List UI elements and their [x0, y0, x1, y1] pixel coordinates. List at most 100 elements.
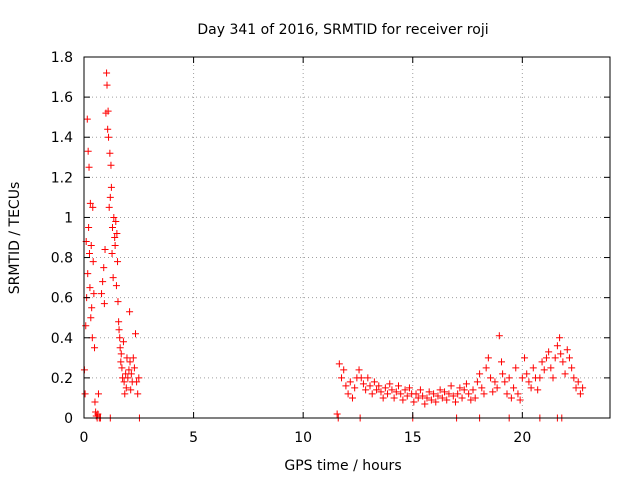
data-point: [412, 390, 420, 398]
data-point: [467, 396, 475, 404]
data-point: [90, 290, 98, 298]
data-point: [112, 282, 120, 290]
data-point: [482, 364, 490, 372]
data-point: [122, 384, 130, 392]
data-point: [495, 332, 503, 340]
data-point: [556, 334, 564, 342]
data-point: [114, 258, 122, 266]
data-point: [471, 394, 479, 402]
data-point: [451, 398, 459, 406]
data-point: [86, 284, 94, 292]
data-point: [104, 107, 112, 115]
data-point: [373, 386, 381, 394]
plot-frame: [83, 56, 611, 419]
data-point: [576, 390, 584, 398]
data-point: [568, 364, 576, 372]
data-point: [103, 69, 111, 77]
data-point: [115, 318, 123, 326]
data-point: [89, 258, 97, 266]
data-point: [436, 386, 444, 394]
data-point: [85, 223, 93, 231]
data-point: [89, 203, 97, 211]
data-point: [512, 364, 520, 372]
data-point: [469, 386, 477, 394]
data-point: [443, 396, 451, 404]
data-point: [438, 394, 446, 402]
y-tick-label: 0.8: [51, 251, 73, 267]
y-tick-label: 0.2: [51, 371, 73, 387]
data-point: [460, 386, 468, 394]
data-point: [574, 378, 582, 386]
data-point: [118, 364, 126, 372]
data-point: [559, 358, 567, 366]
data-point: [107, 161, 115, 169]
data-point: [551, 354, 559, 362]
data-point: [362, 386, 370, 394]
data-point: [561, 370, 569, 378]
data-point: [542, 354, 550, 362]
data-point: [85, 250, 93, 258]
data-point: [441, 388, 449, 396]
data-point: [518, 374, 526, 382]
data-point: [111, 242, 119, 250]
data-point: [370, 378, 378, 386]
data-point: [101, 246, 109, 254]
data-point: [547, 364, 555, 372]
data-point: [366, 382, 374, 390]
data-point: [100, 300, 108, 308]
data-point: [84, 147, 92, 155]
data-point: [113, 229, 121, 237]
x-tick-label: 20: [513, 430, 531, 446]
data-point: [94, 410, 102, 418]
chart-title: Day 341 of 2016, SRMTID for receiver roj…: [197, 22, 488, 38]
data-point: [105, 133, 113, 141]
data-point: [510, 384, 518, 392]
data-point: [534, 386, 542, 394]
data-point: [127, 370, 135, 378]
data-point: [104, 125, 112, 133]
axes: 0 0.2 0.4 0.6 0.8 1 1.2 1.4 1.6 1.8 0 5 10 15 20: [51, 50, 611, 446]
data-point: [135, 374, 143, 382]
data-point: [491, 378, 499, 386]
x-tick-label: 15: [404, 430, 422, 446]
data-point: [445, 390, 453, 398]
data-point: [94, 390, 102, 398]
data-point: [115, 326, 123, 334]
data-point: [498, 358, 506, 366]
y-tick-label: 1.2: [51, 170, 73, 186]
data-point: [410, 398, 418, 406]
data-point: [456, 384, 464, 392]
data-point: [462, 380, 470, 388]
data-point: [493, 384, 501, 392]
data-point: [112, 217, 120, 225]
data-point: [340, 366, 348, 374]
data-point: [419, 392, 427, 400]
data-point: [346, 378, 354, 386]
data-point: [434, 392, 442, 400]
data-point: [557, 350, 565, 358]
data-point: [536, 374, 544, 382]
data-point: [529, 364, 537, 372]
y-tick-label: 0: [64, 411, 73, 427]
data-point: [342, 382, 350, 390]
data-point: [523, 370, 531, 378]
data-point: [487, 374, 495, 382]
data-point: [123, 354, 131, 362]
data-point: [549, 374, 557, 382]
data-point: [364, 374, 372, 382]
data-point: [484, 354, 492, 362]
x-tick-label: 5: [189, 430, 198, 446]
data-point: [338, 374, 346, 382]
data-point: [348, 394, 356, 402]
data-point: [505, 374, 513, 382]
data-point: [106, 193, 114, 201]
data-point: [388, 386, 396, 394]
data-point: [579, 384, 587, 392]
data-point: [570, 374, 578, 382]
data-point: [538, 358, 546, 366]
data-point: [86, 199, 94, 207]
data-point: [121, 390, 129, 398]
data-point: [386, 380, 394, 388]
data-point: [403, 392, 411, 400]
data-point: [126, 358, 134, 366]
